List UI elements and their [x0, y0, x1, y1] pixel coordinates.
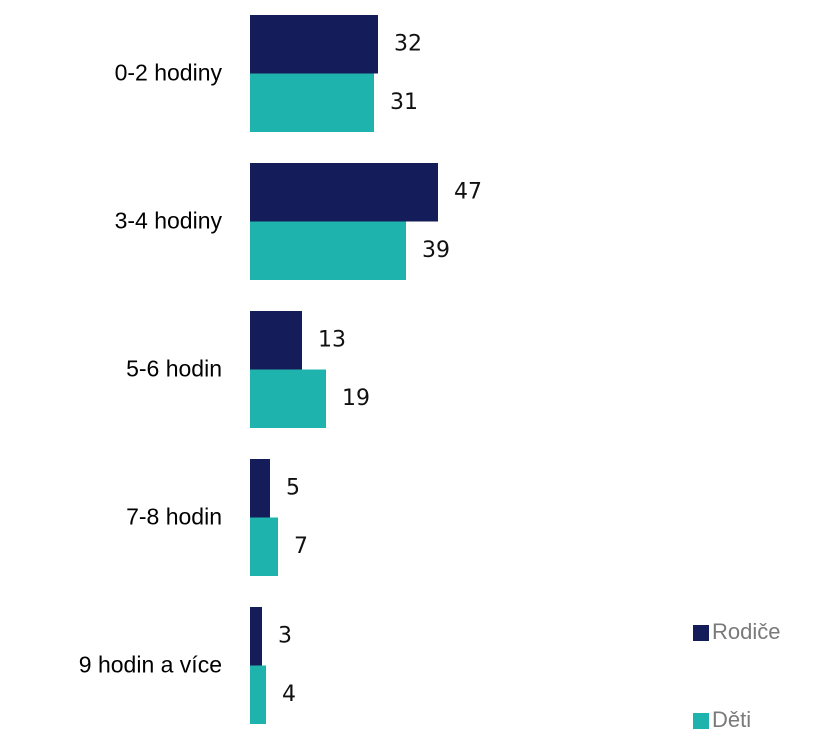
value-label: 4: [282, 682, 296, 707]
category-label: 0-2 hodiny: [115, 60, 223, 86]
legend-swatch: [693, 713, 709, 729]
value-label: 19: [342, 386, 370, 411]
bar: [250, 665, 266, 724]
bar: [250, 73, 374, 132]
bar: [250, 607, 262, 666]
bar: [250, 15, 378, 74]
category-label: 5-6 hodin: [126, 356, 222, 382]
category-label: 3-4 hodiny: [115, 208, 223, 234]
value-label: 39: [422, 238, 450, 263]
value-label: 32: [394, 31, 422, 56]
value-label: 7: [294, 534, 308, 559]
value-label: 3: [278, 623, 292, 648]
value-label: 31: [390, 90, 418, 115]
bar: [250, 459, 270, 518]
bar: [250, 221, 406, 280]
category-label: 9 hodin a více: [79, 652, 222, 678]
bar: [250, 369, 326, 428]
value-label: 47: [454, 179, 482, 204]
legend-swatch: [693, 625, 709, 641]
value-label: 5: [286, 475, 300, 500]
bar: [250, 163, 438, 222]
category-label: 7-8 hodin: [126, 504, 222, 530]
bar: [250, 311, 302, 370]
legend-label: Rodiče: [712, 619, 780, 644]
legend-label: Děti: [712, 707, 751, 732]
value-label: 13: [318, 327, 346, 352]
bar: [250, 517, 278, 576]
